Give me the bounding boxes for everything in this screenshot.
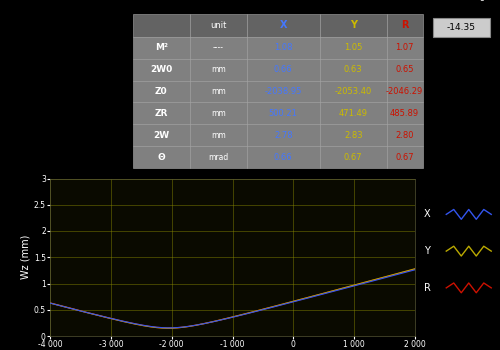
Bar (190, 146, 246, 168)
Text: 1.08: 1.08 (274, 43, 292, 52)
Bar (246, 146, 320, 168)
Text: -14.35: -14.35 (447, 23, 476, 32)
Bar (386, 102, 422, 124)
Bar (320, 37, 386, 58)
Bar (246, 124, 320, 146)
Text: Θ: Θ (158, 153, 165, 162)
Bar (386, 146, 422, 168)
Bar (320, 146, 386, 168)
Text: mm: mm (211, 131, 226, 140)
Text: 0.66: 0.66 (274, 153, 292, 162)
Bar (386, 124, 422, 146)
Bar (132, 14, 190, 37)
Bar (246, 14, 320, 37)
Text: mm: mm (211, 87, 226, 96)
Text: ----: ---- (213, 43, 224, 52)
Bar (190, 58, 246, 80)
Bar (320, 124, 386, 146)
Text: 0.67: 0.67 (395, 153, 414, 162)
Text: X: X (280, 20, 287, 30)
Bar (386, 80, 422, 102)
Text: Y: Y (424, 246, 430, 256)
Text: -2046.29: -2046.29 (386, 87, 423, 96)
Text: R: R (400, 20, 408, 30)
Text: 1.07: 1.07 (395, 43, 413, 52)
Text: M²: M² (155, 43, 168, 52)
Text: mm: mm (211, 109, 226, 118)
Bar (386, 14, 422, 37)
Text: unit: unit (210, 21, 226, 30)
Text: 2.83: 2.83 (344, 131, 362, 140)
Text: -2038.95: -2038.95 (264, 87, 302, 96)
Text: 0.66: 0.66 (274, 65, 292, 74)
Text: 471.49: 471.49 (339, 109, 368, 118)
Text: 0.63: 0.63 (344, 65, 362, 74)
Bar (132, 124, 190, 146)
Text: mm: mm (211, 65, 226, 74)
Text: mrad: mrad (208, 153, 229, 162)
Text: Azimuth angle (°): Azimuth angle (°) (432, 0, 500, 1)
Text: 500.21: 500.21 (269, 109, 298, 118)
Bar (320, 14, 386, 37)
Bar (132, 80, 190, 102)
Bar (132, 37, 190, 58)
Bar (386, 37, 422, 58)
Y-axis label: Wz (mm): Wz (mm) (21, 235, 31, 279)
Text: Z0: Z0 (155, 87, 168, 96)
Bar (386, 58, 422, 80)
Text: 485.89: 485.89 (390, 109, 419, 118)
Bar (246, 80, 320, 102)
Bar (246, 37, 320, 58)
Bar (132, 146, 190, 168)
Text: X: X (424, 209, 430, 219)
Bar (320, 102, 386, 124)
Text: Y: Y (350, 20, 357, 30)
Bar (132, 58, 190, 80)
Bar (190, 80, 246, 102)
Text: 2.80: 2.80 (395, 131, 413, 140)
Bar (190, 37, 246, 58)
Bar (190, 124, 246, 146)
Text: 0.65: 0.65 (395, 65, 413, 74)
Bar (190, 14, 246, 37)
Bar (246, 58, 320, 80)
Text: 2W0: 2W0 (150, 65, 172, 74)
Text: 2.78: 2.78 (274, 131, 292, 140)
Bar (320, 58, 386, 80)
Text: -2053.40: -2053.40 (334, 87, 372, 96)
Text: 1.05: 1.05 (344, 43, 362, 52)
Bar (132, 102, 190, 124)
Text: 2W: 2W (153, 131, 170, 140)
Bar (246, 102, 320, 124)
Text: ZR: ZR (154, 109, 168, 118)
Bar (432, 18, 490, 37)
Text: R: R (424, 283, 430, 293)
Bar (190, 102, 246, 124)
Text: 0.67: 0.67 (344, 153, 362, 162)
Bar (320, 80, 386, 102)
